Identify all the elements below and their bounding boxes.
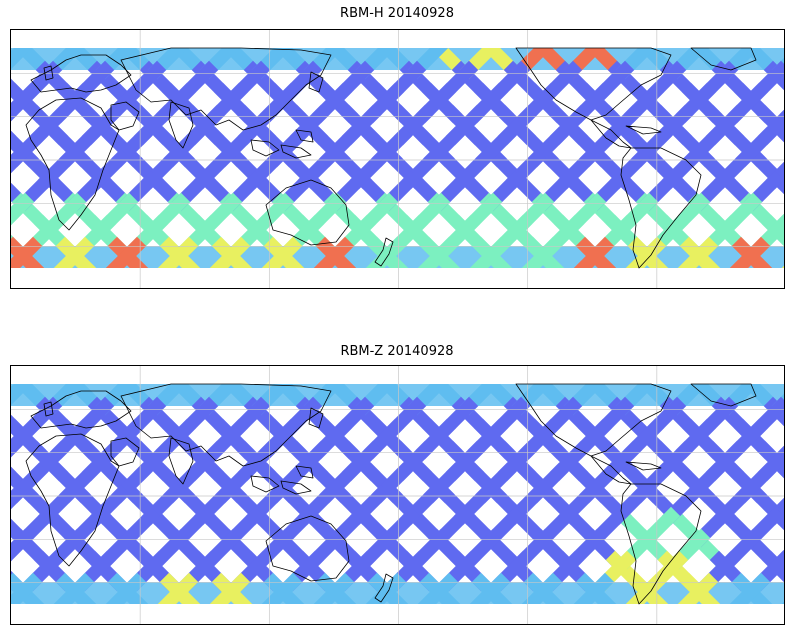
- coastline-segment: [690, 383, 757, 407]
- panel-title-rbm-z: RBM-Z 20140928: [340, 344, 454, 359]
- coastline-segment: [280, 480, 312, 495]
- map-panel-rbm-h: [10, 29, 785, 289]
- coastline-segment: [265, 515, 350, 582]
- coastline-segment: [620, 147, 702, 269]
- graticule-lines: [11, 366, 784, 624]
- coastline-segment: [690, 47, 757, 71]
- coastline-segment: [25, 97, 120, 231]
- coastline-segment: [250, 139, 280, 157]
- coastline-segment: [374, 573, 394, 603]
- coastline-segment: [30, 390, 132, 429]
- coastlines: [25, 47, 757, 269]
- coastline-segment: [295, 129, 314, 143]
- coastline-segment: [280, 144, 312, 159]
- coastlines: [25, 383, 757, 605]
- coastline-segment: [620, 483, 702, 605]
- coastline-segment: [30, 54, 132, 93]
- coastline-segment: [515, 47, 672, 121]
- coastline-segment: [43, 65, 54, 81]
- coastline-segment: [120, 47, 332, 131]
- coastline-segment: [168, 101, 194, 149]
- coastline-segment: [515, 383, 672, 457]
- graticule-lines: [11, 30, 784, 288]
- coastline-segment: [265, 179, 350, 246]
- coastline-segment: [120, 383, 332, 467]
- coastline-segment: [374, 237, 394, 267]
- coastline-segment: [625, 125, 662, 135]
- coastline-segment: [250, 475, 280, 493]
- satellite-swaths: [11, 48, 784, 268]
- coastline-segment: [295, 465, 314, 479]
- coastline-segment: [25, 433, 120, 567]
- coastline-segment: [308, 71, 324, 93]
- coastline-segment: [308, 407, 324, 429]
- satellite-swaths: [11, 384, 784, 604]
- coastline-segment: [625, 461, 662, 471]
- coastline-segment: [110, 437, 140, 467]
- coastline-segment: [168, 437, 194, 485]
- swath-map-rbm-z: [11, 366, 784, 624]
- coastline-segment: [110, 101, 140, 131]
- panel-title-rbm-h: RBM-H 20140928: [340, 6, 454, 21]
- map-panel-rbm-z: [10, 365, 785, 625]
- swath-map-rbm-h: [11, 30, 784, 288]
- coastline-segment: [43, 401, 54, 417]
